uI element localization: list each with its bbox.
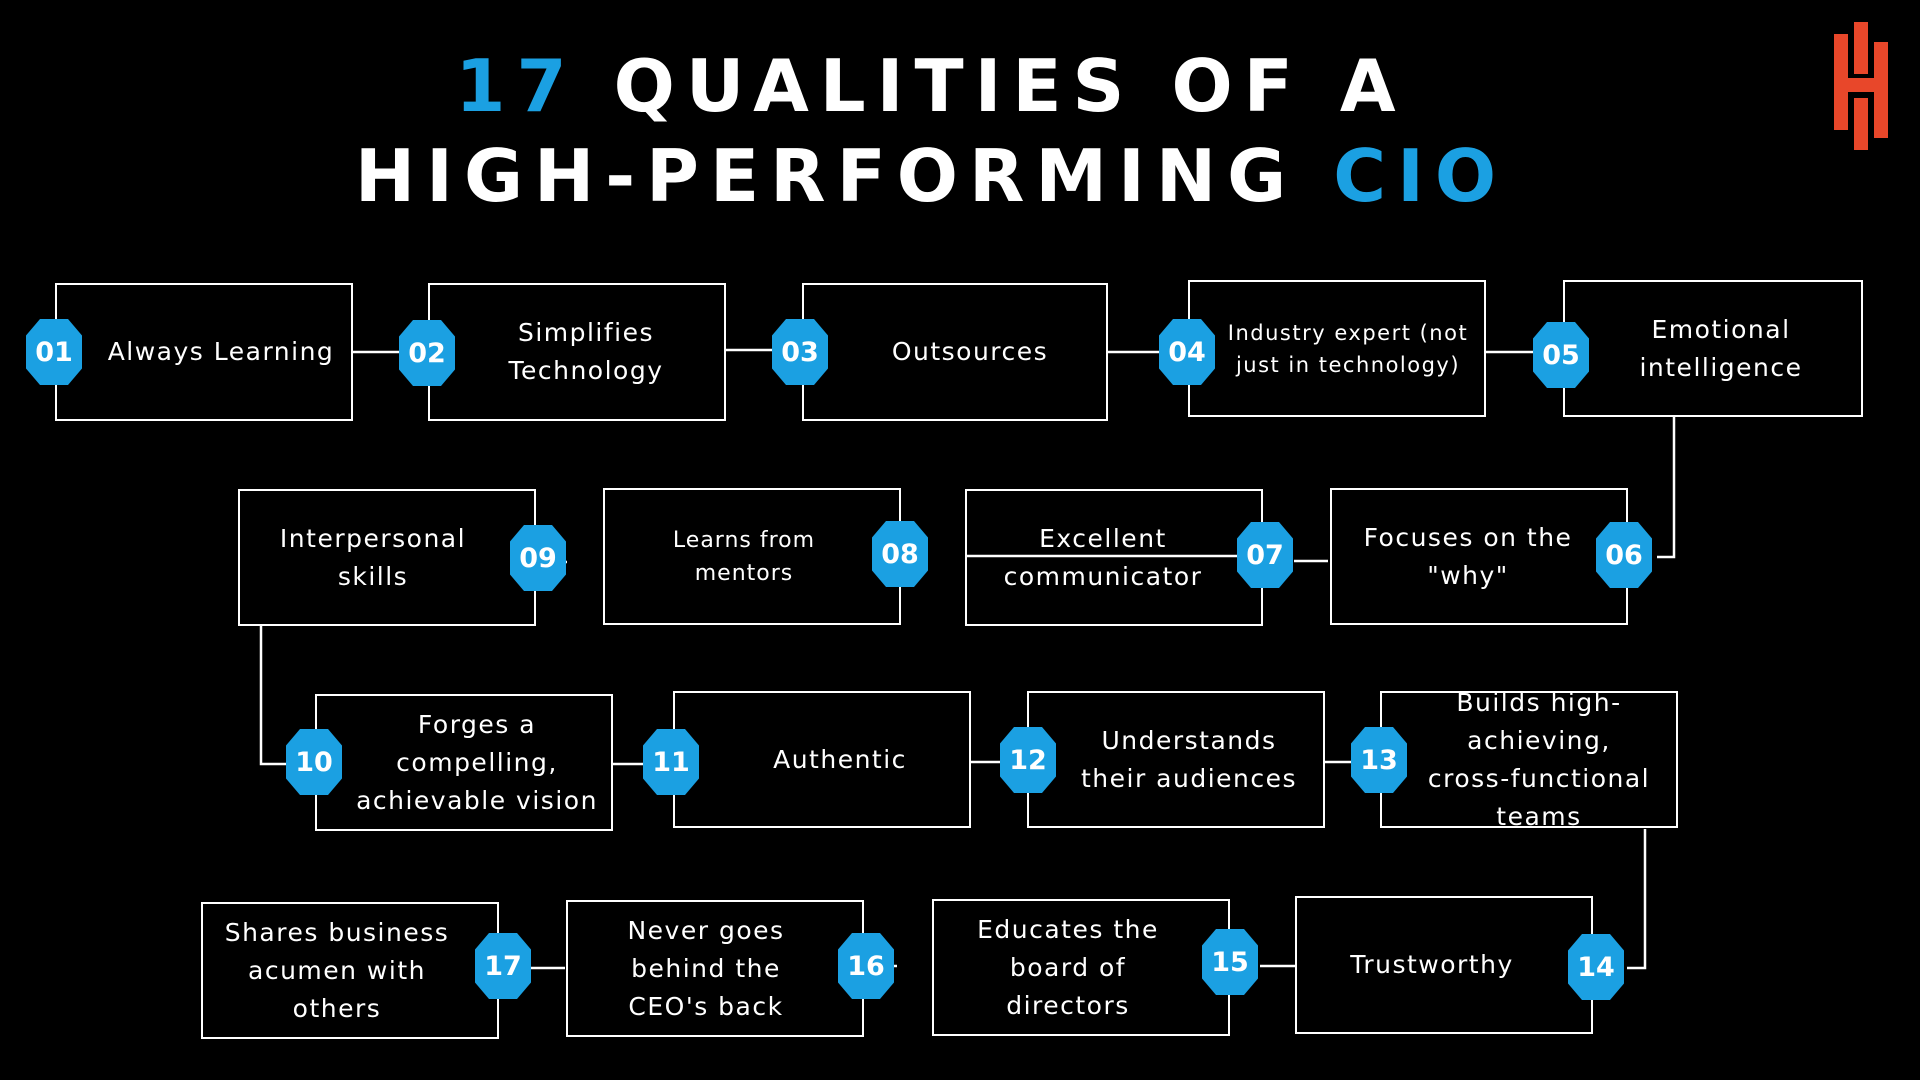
quality-label-15: Educates the board of directors [977,914,1159,1020]
quality-label-02: Simplifies Technology [508,318,664,385]
quality-label-05: Emotional intelligence [1639,314,1803,382]
quality-box-05: Emotional intelligence [1563,280,1863,417]
quality-label-06: Focuses on the "why" [1363,522,1573,590]
title-number: 17 [455,44,578,128]
quality-badge-07: 07 [1237,522,1293,588]
quality-label-01: Always Learning [107,337,335,366]
quality-label-10: Forges a compelling, achievable vision [356,709,598,815]
quality-badge-08: 08 [872,521,928,587]
quality-label-08: Learns from mentors [672,527,816,586]
quality-box-07: Excellent communicator [965,489,1263,626]
quality-badge-14: 14 [1568,934,1624,1000]
quality-badge-15: 15 [1202,929,1258,995]
quality-badge-09: 09 [510,525,566,591]
title-text-2: HIGH-PERFORMING [354,134,1334,218]
title-line-1: 17 QUALITIES OF A [0,41,1862,131]
quality-badge-01: 01 [26,319,82,385]
quality-box-17: Shares business acumen with others [201,902,499,1039]
quality-badge-10: 10 [286,729,342,795]
quality-badge-06: 06 [1596,522,1652,588]
quality-label-13: Builds high-achieving, cross-functional … [1427,687,1651,831]
quality-badge-02: 02 [399,320,455,386]
quality-label-17: Shares business acumen with others [224,917,450,1023]
quality-badge-03: 03 [772,319,828,385]
title-cio: CIO [1333,134,1508,218]
quality-box-09: Interpersonal skills [238,489,536,626]
brand-h-logo-icon [1834,22,1888,150]
quality-box-02: Simplifies Technology [428,283,726,421]
quality-label-16: Never goes behind the CEO's back [627,915,785,1021]
quality-box-11: Authentic [673,691,971,828]
title-text-1: QUALITIES OF A [577,44,1407,128]
quality-label-12: Understands their audiences [1080,725,1298,793]
quality-box-14: Trustworthy [1295,896,1593,1034]
quality-label-14: Trustworthy [1350,950,1514,979]
quality-badge-17: 17 [475,933,531,999]
quality-box-03: Outsources [802,283,1108,421]
title-line-2: HIGH-PERFORMING CIO [0,131,1862,221]
quality-box-15: Educates the board of directors [932,899,1230,1036]
quality-label-11: Authentic [773,744,907,774]
quality-label-09: Interpersonal skills [279,523,467,591]
quality-badge-13: 13 [1351,727,1407,793]
quality-badge-12: 12 [1000,727,1056,793]
quality-badge-04: 04 [1159,319,1215,385]
quality-badge-05: 05 [1533,322,1589,388]
quality-badge-11: 11 [643,729,699,795]
quality-label-04: Industry expert (not just in technology) [1227,320,1469,377]
quality-badge-16: 16 [838,933,894,999]
quality-box-16: Never goes behind the CEO's back [566,900,864,1037]
quality-box-08: Learns from mentors [603,488,901,625]
quality-label-07: Excellent communicator [1003,523,1203,591]
quality-box-10: Forges a compelling, achievable vision [315,694,613,831]
quality-box-04: Industry expert (not just in technology) [1188,280,1486,417]
quality-box-12: Understands their audiences [1027,691,1325,828]
quality-label-03: Outsources [891,337,1049,366]
quality-box-01: Always Learning [55,283,353,421]
quality-box-06: Focuses on the "why" [1330,488,1628,625]
quality-box-13: Builds high-achieving, cross-functional … [1380,688,1678,831]
